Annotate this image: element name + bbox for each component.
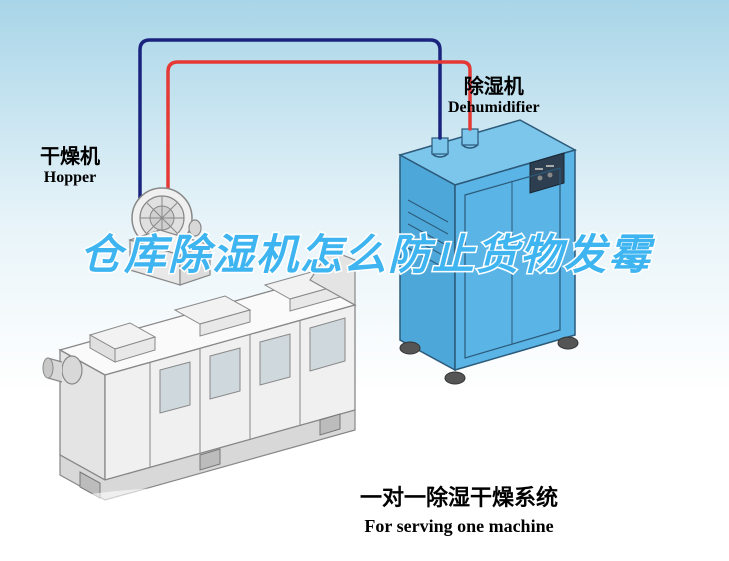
hopper-label-en: Hopper (40, 169, 100, 187)
overlay-title: 仓库除湿机怎么防止货物发霉 (80, 232, 652, 278)
hopper-label: 干燥机 Hopper (40, 140, 100, 187)
diagram-svg (0, 0, 729, 561)
dehumidifier-label: 除湿机 Dehumidifier (448, 70, 540, 117)
dehumidifier-label-en: Dehumidifier (448, 99, 540, 117)
system-label-cn: 一对一除湿干燥系统 (360, 480, 558, 512)
system-label-en: For serving one machine (360, 516, 558, 537)
dehumidifier-label-cn: 除湿机 (448, 70, 540, 99)
hopper-label-cn: 干燥机 (40, 140, 100, 169)
hopper-machine (43, 250, 355, 500)
system-label: 一对一除湿干燥系统 For serving one machine (360, 480, 558, 537)
